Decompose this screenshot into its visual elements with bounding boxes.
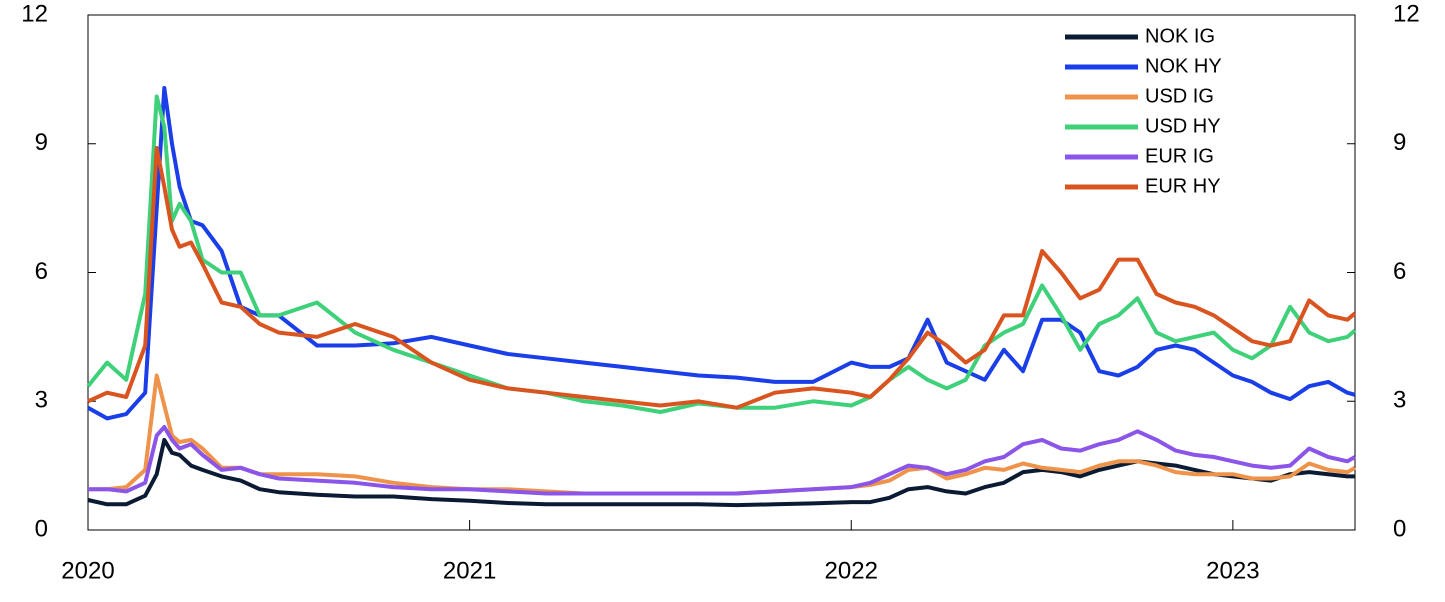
y-tick-label: 6 [35,258,48,285]
y2-tick-label: 6 [1393,258,1406,285]
x-tick-label: 2023 [1206,557,1259,584]
legend-label: NOK HY [1145,55,1222,77]
x-tick-label: 2020 [61,557,114,584]
legend-label: USD IG [1145,85,1214,107]
y-tick-label: 0 [35,515,48,542]
x-tick-label: 2022 [825,557,878,584]
series-line [87,86,1356,421]
legend-label: EUR HY [1145,175,1221,197]
legend-label: NOK IG [1145,25,1215,47]
y2-tick-label: 3 [1393,387,1406,414]
y2-tick-label: 12 [1393,0,1420,27]
series-line [88,425,1356,496]
y-tick-label: 9 [35,129,48,156]
y-tick-label: 3 [35,387,48,414]
legend-label: USD HY [1145,115,1221,137]
series-line [86,94,1357,414]
series-line [87,146,1357,410]
series-line [88,373,1356,496]
legend-label: EUR IG [1145,145,1214,167]
y2-tick-label: 9 [1393,129,1406,156]
x-tick-label: 2021 [443,557,496,584]
series-line [87,437,1355,508]
y2-tick-label: 0 [1393,515,1406,542]
y-tick-label: 12 [21,0,48,27]
